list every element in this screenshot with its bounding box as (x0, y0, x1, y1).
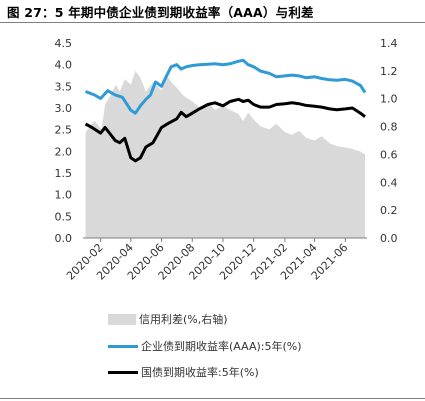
left-tick-label: 2.0 (55, 145, 73, 158)
right-tick-label: 0.8 (380, 121, 398, 134)
left-axis-ticks: 0.0 0.5 1.0 1.5 2.0 2.5 3.0 3.5 4.0 4.5 (55, 37, 73, 245)
series-corp-yield-line (84, 58, 367, 115)
chart: 0.0 0.5 1.0 1.5 2.0 2.5 3.0 3.5 4.0 4.5 0.0 0.2 0.4… (55, 37, 398, 283)
spread-area-layer (85, 70, 365, 239)
right-tick-label: 0.4 (380, 176, 398, 189)
left-tick-label: 1.5 (55, 167, 73, 180)
left-tick-label: 4.0 (55, 59, 73, 72)
right-tick-label: 0.0 (380, 232, 398, 245)
legend-govt-yield-label: 国债到期收益率:5年(%) (141, 366, 259, 379)
series-govt-yield-line (84, 97, 366, 163)
right-tick-label: 0.2 (380, 204, 398, 217)
right-tick-label: 1.0 (380, 93, 398, 106)
legend-spread-label: 信用利差(%,右轴) (139, 313, 228, 326)
left-tick-label: 1.0 (55, 189, 73, 202)
left-tick-label: 0.5 (55, 210, 73, 223)
legend-govt-yield: 国债到期收益率:5年(%) (108, 364, 259, 380)
legend-govt-yield-swatch (108, 370, 138, 374)
left-tick-label: 4.5 (55, 37, 73, 50)
right-tick-label: 1.4 (380, 37, 398, 50)
legend-corp-yield-swatch (108, 344, 138, 348)
left-tick-label: 0.0 (55, 232, 73, 245)
left-tick-label: 3.0 (55, 102, 73, 115)
x-axis: 2020-022020-042020-062020-082020-102020-… (64, 237, 367, 283)
top-rule (0, 22, 425, 23)
bottom-rule (0, 398, 425, 399)
left-tick-label: 3.5 (55, 80, 73, 93)
legend-spread: 信用利差(%,右轴) (108, 311, 228, 327)
right-tick-label: 0.6 (380, 148, 398, 161)
legend-corp-yield-label: 企业债到期收益率(AAA):5年(%) (141, 340, 302, 353)
left-tick-label: 2.5 (55, 124, 73, 137)
yield-lines-layer (84, 58, 367, 163)
series-spread-area (85, 70, 365, 239)
right-tick-label: 1.2 (380, 65, 398, 78)
legend-corp-yield: 企业债到期收益率(AAA):5年(%) (108, 338, 302, 354)
legend-spread-swatch (108, 313, 136, 325)
right-axis-ticks: 0.0 0.2 0.4 0.6 0.8 1.0 1.2 1.4 (380, 37, 398, 245)
figure-title: 图 27：5 年期中债企业债到期收益率（AAA）与利差 (7, 5, 314, 20)
